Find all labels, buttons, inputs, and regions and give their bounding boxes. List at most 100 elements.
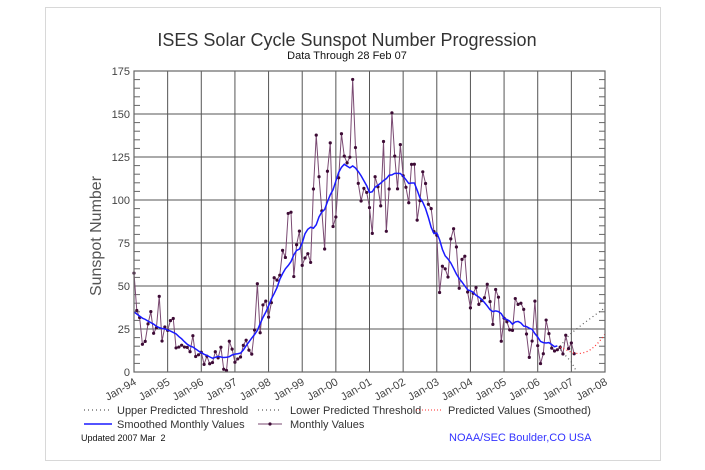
monthly-values-line	[134, 79, 575, 372]
chart-frame	[45, 7, 661, 461]
monthly-value-point	[348, 155, 352, 159]
monthly-value-point	[278, 273, 282, 277]
monthly-value-point	[295, 243, 299, 247]
monthly-value-point	[272, 276, 276, 280]
monthly-value-point	[152, 331, 156, 335]
monthly-value-point	[496, 295, 501, 299]
monthly-value-point	[292, 274, 296, 279]
monthly-value-point	[564, 333, 568, 337]
monthly-value-point	[258, 331, 262, 335]
monthly-value-point	[244, 338, 248, 342]
monthly-value-point	[177, 345, 181, 349]
x-tick-label: Jan-08	[574, 376, 609, 403]
monthly-value-point	[423, 181, 428, 186]
monthly-value-point	[191, 334, 195, 338]
source-credit: NOAA/SEC Boulder,CO USA	[449, 432, 592, 444]
monthly-value-point	[485, 282, 489, 286]
monthly-value-point	[255, 282, 259, 286]
monthly-value-point	[331, 224, 335, 229]
monthly-value-point	[415, 218, 419, 222]
monthly-value-point	[463, 254, 467, 258]
x-tick-label: Jan-03	[406, 376, 441, 403]
monthly-value-point	[250, 352, 254, 356]
monthly-value-point	[367, 205, 372, 210]
monthly-value-point	[238, 355, 243, 359]
monthly-value-point	[306, 252, 310, 256]
monthly-value-point	[303, 256, 307, 260]
y-tick-label: 75	[118, 238, 130, 250]
monthly-value-point	[407, 201, 411, 205]
x-tick-label: Jan-95	[137, 376, 172, 403]
monthly-value-point	[300, 263, 304, 267]
monthly-value-point	[390, 111, 394, 115]
monthly-value-point	[280, 248, 285, 252]
monthly-value-point	[227, 339, 231, 343]
monthly-value-point	[149, 310, 153, 314]
monthly-value-point	[135, 308, 139, 313]
monthly-value-point	[516, 302, 520, 307]
monthly-value-point	[143, 339, 147, 343]
updated-date: Updated 2007 Mar 2	[81, 433, 166, 443]
series-layer	[132, 77, 605, 373]
monthly-value-point	[566, 347, 571, 351]
monthly-value-point	[519, 301, 523, 305]
monthly-value-point	[309, 260, 313, 265]
legend-monthly-marker	[268, 422, 272, 426]
x-tick-label: Jan-94	[103, 376, 138, 403]
monthly-value-point	[468, 306, 473, 310]
monthly-value-point	[488, 300, 492, 304]
monthly-value-point	[334, 215, 338, 219]
monthly-value-point	[342, 154, 346, 158]
monthly-value-point	[561, 352, 565, 356]
monthly-value-point	[379, 204, 383, 208]
monthly-value-point	[491, 322, 495, 326]
monthly-value-point	[555, 348, 559, 352]
monthly-value-point	[530, 339, 534, 343]
monthly-value-point	[426, 202, 430, 206]
monthly-value-point	[180, 343, 184, 347]
monthly-value-point	[311, 187, 316, 191]
y-tick-label: 150	[112, 109, 130, 121]
monthly-value-point	[325, 169, 330, 173]
monthly-value-point	[289, 210, 293, 214]
monthly-value-point	[261, 303, 265, 307]
x-tick-label: Jan-07	[541, 376, 576, 403]
monthly-value-point	[454, 245, 459, 249]
monthly-value-point	[446, 275, 450, 279]
monthly-value-point	[171, 316, 175, 321]
plot-border	[133, 70, 606, 373]
monthly-value-point	[395, 187, 400, 191]
smoothed-values-line	[134, 163, 558, 360]
monthly-value-point	[437, 290, 442, 295]
monthly-value-point	[202, 362, 206, 367]
monthly-value-point	[550, 346, 554, 350]
y-tick-label: 125	[112, 152, 130, 164]
monthly-value-point	[222, 367, 226, 371]
legend-smoothed-label: Smoothed Monthly Values	[117, 419, 245, 431]
y-tick-label: 0	[124, 367, 130, 379]
monthly-value-point	[569, 341, 573, 345]
monthly-value-point	[252, 328, 257, 332]
y-tick-label: 175	[112, 66, 130, 78]
monthly-value-point	[314, 133, 318, 137]
monthly-value-point	[538, 361, 543, 366]
monthly-value-point	[353, 145, 358, 150]
x-tick-label: Jan-05	[473, 376, 508, 403]
y-tick-label: 100	[112, 195, 130, 207]
monthly-value-point	[356, 181, 360, 185]
x-tick-label: Jan-01	[339, 376, 374, 403]
monthly-value-point	[510, 328, 515, 332]
monthly-value-point	[194, 354, 198, 359]
y-tick-label: 50	[118, 281, 130, 293]
monthly-value-point	[460, 257, 464, 261]
monthly-value-point	[393, 154, 397, 158]
x-tick-label: Jan-98	[238, 376, 273, 403]
chart-subtitle: Data Through 28 Feb 07	[287, 50, 407, 62]
monthly-value-point	[365, 190, 369, 195]
monthly-value-point	[362, 186, 366, 190]
monthly-value-point	[398, 143, 402, 147]
monthly-value-point	[210, 360, 215, 365]
monthly-value-point	[541, 352, 545, 356]
monthly-value-point	[174, 346, 178, 350]
